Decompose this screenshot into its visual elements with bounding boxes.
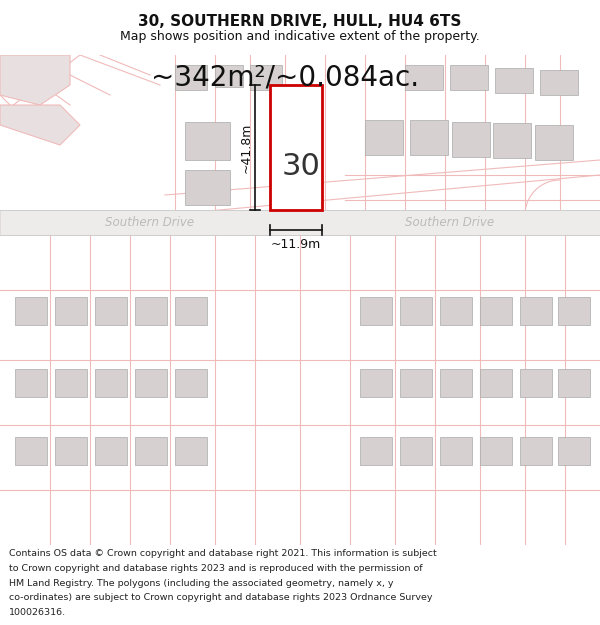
Text: Southern Drive: Southern Drive bbox=[406, 216, 494, 229]
Text: Map shows position and indicative extent of the property.: Map shows position and indicative extent… bbox=[120, 30, 480, 43]
Bar bbox=[360, 437, 392, 465]
Text: ~342m²/~0.084ac.: ~342m²/~0.084ac. bbox=[151, 63, 419, 91]
Polygon shape bbox=[0, 55, 70, 105]
Bar bbox=[558, 437, 590, 465]
Bar bbox=[400, 297, 432, 325]
Bar bbox=[135, 369, 167, 397]
Bar bbox=[215, 65, 243, 87]
Text: to Crown copyright and database rights 2023 and is reproduced with the permissio: to Crown copyright and database rights 2… bbox=[9, 564, 422, 572]
Bar bbox=[95, 369, 127, 397]
Text: 30: 30 bbox=[281, 152, 320, 181]
Bar bbox=[480, 437, 512, 465]
Bar bbox=[540, 70, 578, 95]
Bar bbox=[55, 297, 87, 325]
Bar bbox=[558, 297, 590, 325]
Bar bbox=[440, 369, 472, 397]
Text: 30, SOUTHERN DRIVE, HULL, HU4 6TS: 30, SOUTHERN DRIVE, HULL, HU4 6TS bbox=[139, 14, 461, 29]
Bar bbox=[15, 297, 47, 325]
Bar bbox=[405, 65, 443, 90]
Bar bbox=[360, 297, 392, 325]
Text: Southern Drive: Southern Drive bbox=[106, 216, 194, 229]
Bar bbox=[520, 297, 552, 325]
Bar bbox=[400, 437, 432, 465]
Bar bbox=[480, 297, 512, 325]
Bar bbox=[493, 123, 531, 158]
Bar bbox=[270, 85, 322, 210]
Bar bbox=[450, 65, 488, 90]
Bar bbox=[480, 369, 512, 397]
Bar bbox=[495, 68, 533, 93]
Bar bbox=[175, 65, 207, 90]
Bar bbox=[95, 297, 127, 325]
Bar bbox=[15, 437, 47, 465]
Bar bbox=[535, 125, 573, 160]
Bar bbox=[95, 437, 127, 465]
Bar bbox=[135, 437, 167, 465]
Text: ~11.9m: ~11.9m bbox=[271, 238, 321, 251]
Bar bbox=[410, 120, 448, 155]
Bar bbox=[175, 297, 207, 325]
Text: HM Land Registry. The polygons (including the associated geometry, namely x, y: HM Land Registry. The polygons (includin… bbox=[9, 579, 394, 587]
Text: co-ordinates) are subject to Crown copyright and database rights 2023 Ordnance S: co-ordinates) are subject to Crown copyr… bbox=[9, 593, 433, 602]
Bar bbox=[175, 369, 207, 397]
Bar bbox=[55, 369, 87, 397]
Polygon shape bbox=[0, 105, 80, 145]
Bar bbox=[400, 369, 432, 397]
Bar bbox=[360, 369, 392, 397]
Bar bbox=[440, 437, 472, 465]
Bar bbox=[250, 65, 282, 90]
Bar bbox=[520, 437, 552, 465]
Bar bbox=[365, 120, 403, 155]
Bar bbox=[558, 369, 590, 397]
Bar bbox=[185, 122, 230, 160]
Bar bbox=[55, 437, 87, 465]
Bar bbox=[185, 170, 230, 205]
Bar bbox=[0, 210, 600, 235]
Bar bbox=[135, 297, 167, 325]
Bar bbox=[440, 297, 472, 325]
Text: 100026316.: 100026316. bbox=[9, 608, 66, 618]
Bar bbox=[452, 122, 490, 157]
Bar bbox=[15, 369, 47, 397]
Bar bbox=[520, 369, 552, 397]
Text: ~41.8m: ~41.8m bbox=[239, 122, 253, 172]
Text: Contains OS data © Crown copyright and database right 2021. This information is : Contains OS data © Crown copyright and d… bbox=[9, 549, 437, 558]
Bar bbox=[175, 437, 207, 465]
